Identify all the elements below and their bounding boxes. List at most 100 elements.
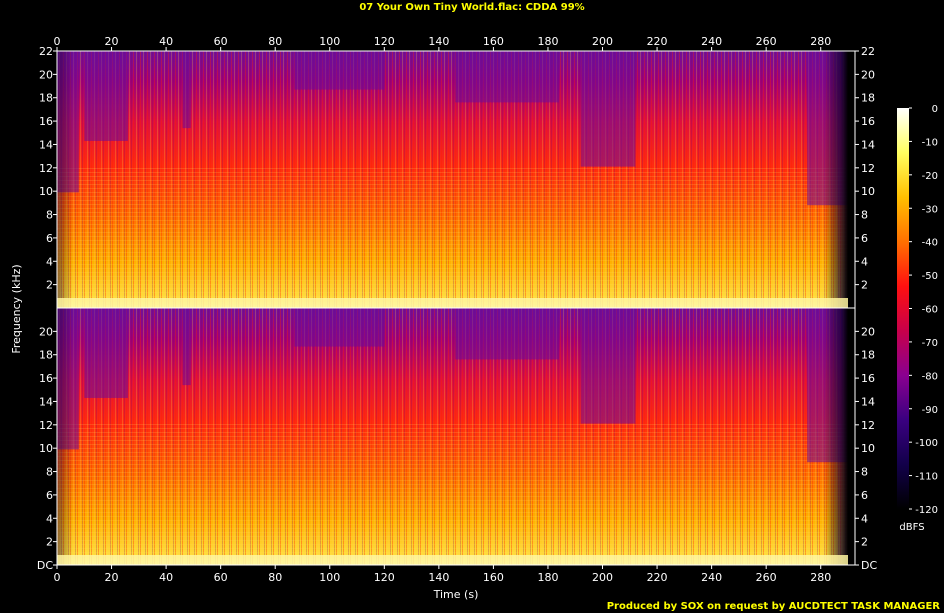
spectrogram-axes: 0 0 20 20 40 40 60 60 80 80 100 100 120 120 140 140 160 1…	[37, 35, 878, 584]
colorbar-tick-label: 0	[932, 104, 938, 115]
y-tick-label-left-1: 22	[39, 45, 53, 58]
y-tick-label-right-1: 2	[861, 279, 868, 292]
spectrogram-panels	[56, 50, 856, 566]
x-tick-label-top: 140	[428, 35, 449, 48]
x-tick-label-top: 160	[483, 35, 504, 48]
x-tick-label-top: 180	[537, 35, 558, 48]
x-tick-label-bottom: 240	[701, 571, 722, 584]
colorbar-tick-label: -30	[922, 204, 938, 215]
colorbar-tick-label: -110	[915, 472, 938, 483]
y-tick-label-right-1: 20	[861, 68, 875, 81]
y-tick-label-right-2: 12	[861, 419, 875, 432]
colorbar-label: dBFS	[899, 522, 924, 533]
colorbar-gradient	[897, 108, 909, 509]
spectrogram-edges	[57, 308, 848, 565]
y-tick-label-left-1: 6	[46, 232, 53, 245]
x-tick-label-top: 100	[319, 35, 340, 48]
y-tick-label-right-1: 12	[861, 162, 875, 175]
x-tick-label-bottom: 20	[105, 571, 119, 584]
y-tick-label-left-1: 14	[39, 138, 53, 151]
colorbar-tick-label: -50	[922, 271, 938, 282]
y-tick-label-left-1: 8	[46, 209, 53, 222]
y-tick-label-left-2: 16	[39, 372, 53, 385]
y-tick-label-left-1: 12	[39, 162, 53, 175]
y-tick-label-right-1: 6	[861, 232, 868, 245]
y-tick-label-left-2: 6	[46, 489, 53, 502]
colorbar-tick-label: -60	[922, 305, 938, 316]
y-tick-label-left-2: 10	[39, 442, 53, 455]
x-tick-label-bottom: 0	[54, 571, 61, 584]
x-axis-label: Time (s)	[433, 588, 479, 601]
y-tick-label-left-1: 10	[39, 185, 53, 198]
channel-panel-2	[56, 307, 856, 566]
colorbar: 0 -10 -20 -30 -40 -50 -60 -70 -80 -90 -100 -110 -120	[897, 104, 938, 516]
colorbar-tick-label: -120	[915, 505, 938, 516]
y-tick-label-left-2: DC	[37, 559, 53, 572]
y-tick-label-right-1: 8	[861, 209, 868, 222]
x-tick-label-top: 40	[159, 35, 173, 48]
y-tick-label-left-2: 14	[39, 395, 53, 408]
y-tick-label-left-2: 2	[46, 536, 53, 549]
x-tick-label-bottom: 80	[268, 571, 282, 584]
y-tick-label-right-2: 6	[861, 489, 868, 502]
y-axis-label: Frequency (kHz)	[10, 264, 23, 353]
x-tick-label-top: 260	[756, 35, 777, 48]
footer-credit: Produced by SOX on request by AUCDTECT T…	[607, 601, 941, 612]
y-tick-label-left-2: 20	[39, 325, 53, 338]
x-tick-label-top: 220	[647, 35, 668, 48]
x-tick-label-bottom: 280	[810, 571, 831, 584]
y-tick-label-left-2: 8	[46, 466, 53, 479]
y-tick-label-right-2: 16	[861, 372, 875, 385]
colorbar-tick-label: -90	[922, 405, 938, 416]
y-tick-label-right-2: 4	[861, 512, 868, 525]
y-tick-label-right-1: 22	[861, 45, 875, 58]
x-tick-label-top: 280	[810, 35, 831, 48]
y-tick-label-right-2: DC	[861, 559, 877, 572]
colorbar-tick-label: -20	[922, 171, 938, 182]
low-frequency-band	[57, 298, 848, 308]
colorbar-tick-label: -100	[915, 438, 938, 449]
x-tick-label-bottom: 60	[214, 571, 228, 584]
x-tick-label-bottom: 220	[647, 571, 668, 584]
x-tick-label-top: 20	[105, 35, 119, 48]
colorbar-tick-label: -10	[922, 137, 938, 148]
y-tick-label-right-1: 4	[861, 255, 868, 268]
x-tick-label-bottom: 180	[537, 571, 558, 584]
x-tick-label-bottom: 120	[374, 571, 395, 584]
y-tick-label-right-2: 8	[861, 466, 868, 479]
x-tick-label-bottom: 100	[319, 571, 340, 584]
x-tick-label-top: 60	[214, 35, 228, 48]
low-frequency-band	[57, 555, 848, 565]
y-tick-label-right-2: 2	[861, 536, 868, 549]
colorbar-tick-label: -70	[922, 338, 938, 349]
y-tick-label-right-1: 16	[861, 115, 875, 128]
colorbar-tick-label: -80	[922, 371, 938, 382]
x-tick-label-top: 80	[268, 35, 282, 48]
x-tick-label-bottom: 160	[483, 571, 504, 584]
x-tick-label-bottom: 40	[159, 571, 173, 584]
x-tick-label-top: 0	[54, 35, 61, 48]
x-tick-label-top: 120	[374, 35, 395, 48]
spectrogram-edges	[57, 51, 848, 308]
y-tick-label-left-1: 2	[46, 279, 53, 292]
x-tick-label-bottom: 200	[592, 571, 613, 584]
x-tick-label-bottom: 260	[756, 571, 777, 584]
y-tick-label-left-2: 4	[46, 512, 53, 525]
y-tick-label-left-2: 12	[39, 419, 53, 432]
y-tick-label-right-2: 20	[861, 325, 875, 338]
y-tick-label-right-1: 10	[861, 185, 875, 198]
y-tick-label-left-1: 4	[46, 255, 53, 268]
y-tick-label-right-1: 14	[861, 138, 875, 151]
colorbar-tick-label: -40	[922, 238, 938, 249]
panel-frame	[56, 307, 856, 566]
y-tick-label-right-2: 18	[861, 349, 875, 362]
y-tick-label-left-1: 16	[39, 115, 53, 128]
chart-title: 07 Your Own Tiny World.flac: CDDA 99%	[359, 2, 584, 13]
y-tick-label-right-2: 10	[861, 442, 875, 455]
channel-panel-1	[56, 50, 856, 309]
y-tick-label-left-1: 20	[39, 68, 53, 81]
x-tick-label-top: 200	[592, 35, 613, 48]
x-tick-label-bottom: 140	[428, 571, 449, 584]
x-tick-label-top: 240	[701, 35, 722, 48]
